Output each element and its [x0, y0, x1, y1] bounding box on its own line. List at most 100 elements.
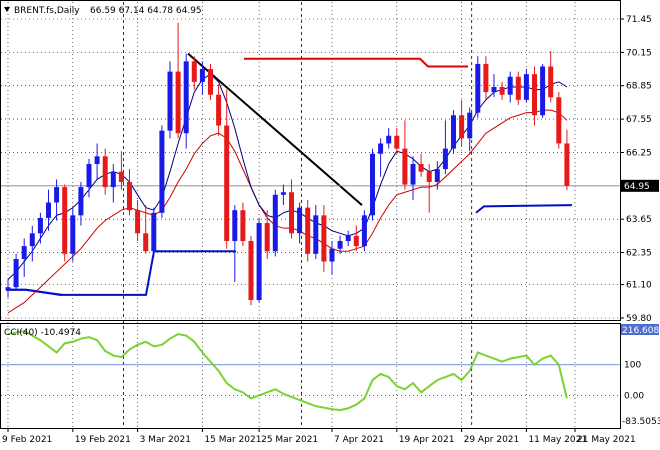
candle [297, 202, 303, 244]
candle [94, 143, 100, 180]
chart-header: BRENT.fs,Daily 66.59 67.14 64.78 64.95 [4, 6, 202, 16]
price-tick-label: 68.85 [626, 82, 652, 92]
candle-body [264, 223, 270, 252]
candle-body [532, 74, 537, 116]
candle [532, 66, 537, 126]
candle [329, 241, 335, 275]
date-tick-label: 7 Apr 2021 [334, 435, 384, 445]
candle-body [321, 215, 327, 262]
candle-body [127, 181, 132, 211]
price-tick-label: 67.55 [626, 115, 652, 125]
candle [556, 92, 562, 149]
price-tick-label: 63.65 [626, 215, 652, 225]
candle [151, 207, 157, 257]
chevron-down-icon[interactable] [4, 7, 10, 12]
candle-body [402, 148, 408, 185]
ma-slow-line [7, 109, 568, 314]
candle [5, 279, 11, 298]
candle [183, 53, 189, 149]
candle-body [434, 169, 440, 182]
candle [426, 164, 432, 213]
candle-body [110, 171, 116, 188]
candle-body [410, 164, 416, 185]
date-axis: 9 Feb 2021 19 Feb 2021 3 Mar 2021 15 Mar 20… [2, 428, 636, 445]
candle-body [442, 148, 448, 170]
cci-axis: 216.608 100 0.00 -83.5053 [621, 324, 660, 427]
candle-body [62, 187, 68, 254]
candle-body [523, 74, 529, 100]
candle-body [135, 210, 141, 234]
candles [5, 22, 570, 306]
candle-body [548, 66, 554, 98]
candle-body [483, 63, 489, 93]
candle-body [70, 215, 76, 254]
trend-line [187, 52, 363, 206]
candle-body [564, 143, 570, 186]
price-axis: 71.45 70.15 68.85 67.55 66.25 64.95 63.65 62.35… [620, 15, 659, 324]
candle-body [353, 235, 359, 247]
candle [515, 71, 521, 105]
candle-body [143, 233, 149, 252]
cci-level-0-label: 0.00 [624, 391, 644, 401]
candle [523, 69, 529, 103]
price-tick-label: 62.35 [626, 249, 652, 259]
candle-body [451, 115, 456, 149]
candle [256, 217, 262, 303]
candle-body [21, 246, 27, 259]
candle-body [29, 233, 35, 247]
candle [418, 153, 424, 177]
moving-averages [7, 73, 568, 314]
date-tick-label: 19 Feb 2021 [75, 435, 131, 445]
support-line-2 [475, 204, 573, 214]
candle-body [313, 215, 319, 254]
candle [483, 56, 489, 100]
candle-body [54, 187, 60, 203]
candle-body [175, 71, 181, 134]
candle-body [329, 248, 335, 262]
candle-body [370, 153, 375, 216]
candle [272, 189, 278, 257]
candle-body [459, 115, 465, 139]
candle-body [280, 192, 286, 195]
candle-body [467, 112, 473, 139]
candle [289, 179, 294, 239]
candle [118, 151, 124, 190]
cci-label: CCI(40) -10.4974 [4, 328, 81, 338]
date-tick-label: 29 Apr 2021 [464, 435, 520, 445]
date-tick-label: 19 Apr 2021 [399, 435, 455, 445]
candle [499, 81, 505, 100]
current-price-box [621, 179, 659, 192]
candle-body [86, 164, 92, 188]
candle-body [248, 241, 254, 301]
candle [70, 207, 76, 262]
candle-body [345, 235, 351, 242]
price-tick-label: 61.10 [626, 281, 652, 291]
candle [232, 205, 238, 283]
candle [353, 225, 359, 252]
candle-body [151, 212, 157, 252]
candle-body [507, 76, 513, 95]
candle [199, 61, 205, 95]
cci-panel-frame [0, 323, 621, 429]
candle [410, 156, 416, 200]
candle [110, 164, 116, 203]
candle [337, 235, 343, 254]
candle [135, 199, 141, 242]
candle [451, 110, 456, 154]
support-line-start [6, 288, 63, 296]
candle-body [305, 207, 311, 254]
candle-body [240, 210, 246, 242]
candle-body [5, 287, 11, 290]
candle-body [289, 192, 294, 234]
candle [37, 212, 43, 244]
candle [224, 89, 230, 249]
candle [507, 71, 513, 103]
candle [345, 230, 351, 247]
candle-body [216, 94, 222, 126]
candle-body [297, 207, 303, 234]
candle [491, 74, 497, 98]
candle-body [94, 156, 100, 165]
candle-body [46, 202, 51, 218]
